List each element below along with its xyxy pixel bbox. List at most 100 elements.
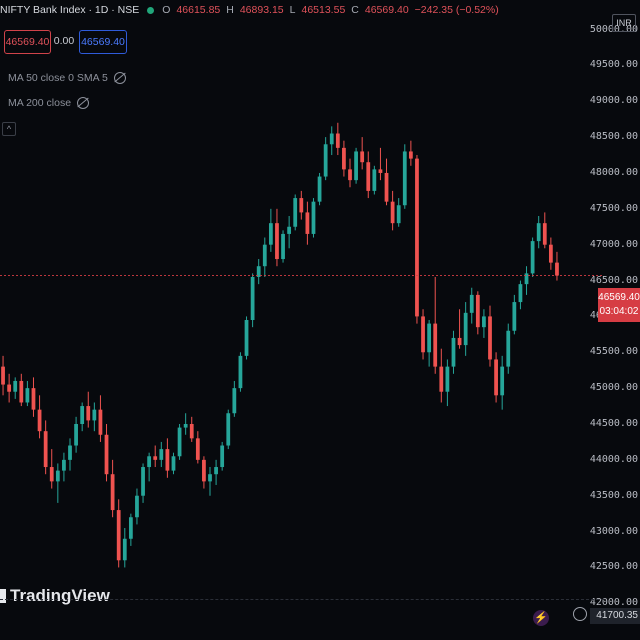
candle-body[interactable]	[122, 538, 127, 561]
candle-body[interactable]	[366, 162, 371, 191]
price-axis[interactable]: 50000.00 49500.00 49000.00 48500.00 48000.00…	[590, 0, 640, 640]
candle-body[interactable]	[311, 201, 316, 234]
candle-body[interactable]	[116, 510, 121, 561]
candle-body[interactable]	[86, 406, 91, 421]
candle-body[interactable]	[232, 388, 237, 414]
candle-body[interactable]	[159, 449, 164, 460]
candle-body[interactable]	[92, 409, 97, 421]
candle-body[interactable]	[555, 262, 559, 276]
buy-button[interactable]: 46569.40	[79, 30, 127, 54]
candle-body[interactable]	[408, 151, 413, 159]
candle-body[interactable]	[433, 323, 438, 367]
candle-body[interactable]	[421, 316, 425, 353]
candle-body[interactable]	[396, 205, 401, 224]
sell-button[interactable]: 46569.40	[4, 30, 51, 54]
candle-body[interactable]	[31, 388, 36, 410]
indicator-ma200[interactable]: MA 200 close	[8, 97, 90, 109]
candle-body[interactable]	[457, 337, 462, 346]
candle-body[interactable]	[427, 323, 432, 353]
candle-body[interactable]	[19, 380, 24, 403]
candle-body[interactable]	[542, 223, 547, 245]
candle-body[interactable]	[220, 445, 225, 468]
candle-body[interactable]	[494, 359, 498, 396]
candle-body[interactable]	[372, 169, 377, 191]
candle-body[interactable]	[62, 459, 66, 471]
candle-body[interactable]	[7, 384, 12, 392]
candle-body[interactable]	[335, 133, 340, 148]
candle-body[interactable]	[329, 133, 334, 145]
indicator-ma50[interactable]: MA 50 close 0 SMA 5	[8, 72, 126, 84]
candle-body[interactable]	[37, 409, 42, 432]
candle-body[interactable]	[74, 424, 78, 446]
candle-body[interactable]	[348, 169, 352, 181]
candle-body[interactable]	[451, 337, 456, 367]
candle-body[interactable]	[268, 223, 273, 245]
candle-body[interactable]	[238, 355, 243, 389]
candle-body[interactable]	[287, 226, 292, 234]
candle-body[interactable]	[445, 366, 450, 392]
candle-body[interactable]	[384, 172, 389, 202]
candle-body[interactable]	[463, 312, 468, 346]
candle-body[interactable]	[244, 320, 249, 356]
candle-body[interactable]	[402, 151, 407, 206]
candle-body[interactable]	[153, 456, 158, 460]
candle-body[interactable]	[195, 438, 200, 460]
candle-body[interactable]	[104, 434, 109, 475]
candle-body[interactable]	[512, 302, 517, 331]
candle-body[interactable]	[214, 467, 218, 475]
candle-body[interactable]	[524, 273, 529, 285]
candle-body[interactable]	[293, 198, 298, 227]
candle-body[interactable]	[469, 294, 474, 313]
candle-body[interactable]	[171, 456, 176, 471]
time-axis[interactable]	[0, 628, 604, 640]
candle-body[interactable]	[536, 223, 541, 242]
candle-body[interactable]	[183, 424, 188, 428]
candle-body[interactable]	[439, 366, 444, 392]
candle-body[interactable]	[390, 201, 395, 224]
candle-body[interactable]	[43, 431, 48, 468]
candle-body[interactable]	[98, 409, 103, 435]
candle-body[interactable]	[342, 147, 346, 170]
candle-body[interactable]	[68, 445, 72, 460]
candle-body[interactable]	[141, 467, 145, 496]
eye-hidden-icon[interactable]	[113, 72, 126, 84]
candle-body[interactable]	[323, 144, 328, 177]
candle-body[interactable]	[147, 456, 152, 468]
symbol-title[interactable]: NIFTY Bank Index · 1D · NSE	[0, 4, 140, 16]
candle-body[interactable]	[262, 244, 267, 267]
candle-body[interactable]	[275, 223, 279, 260]
candle-body[interactable]	[13, 380, 18, 392]
settings-gear-icon[interactable]	[573, 607, 587, 621]
candle-body[interactable]	[488, 316, 492, 360]
price-chart[interactable]	[0, 0, 604, 640]
candle-body[interactable]	[1, 366, 5, 385]
candle-body[interactable]	[317, 176, 322, 202]
candle-body[interactable]	[305, 212, 310, 234]
tradingview-logo[interactable]: TradingView	[0, 586, 110, 606]
candle-body[interactable]	[25, 388, 30, 403]
candle-body[interactable]	[165, 449, 170, 471]
collapse-legend-icon[interactable]: ^	[2, 122, 16, 136]
candle-body[interactable]	[49, 467, 54, 482]
candle-body[interactable]	[482, 316, 486, 328]
candle-body[interactable]	[226, 413, 231, 446]
currency-button[interactable]: INR	[612, 14, 636, 32]
candle-body[interactable]	[354, 151, 358, 181]
candle-body[interactable]	[518, 284, 523, 303]
eye-hidden-icon[interactable]	[77, 97, 90, 109]
candle-body[interactable]	[177, 427, 182, 457]
candle-body[interactable]	[360, 151, 365, 163]
candle-body[interactable]	[548, 244, 553, 263]
candle-body[interactable]	[110, 474, 115, 511]
candle-body[interactable]	[415, 158, 419, 317]
candle-body[interactable]	[189, 424, 194, 439]
candle-body[interactable]	[530, 241, 535, 274]
candle-body[interactable]	[475, 294, 480, 328]
candle-body[interactable]	[281, 233, 285, 260]
candle-body[interactable]	[500, 366, 505, 396]
candle-body[interactable]	[128, 517, 133, 539]
candle-body[interactable]	[55, 470, 60, 482]
lightning-icon[interactable]: ⚡	[533, 610, 549, 626]
candle-body[interactable]	[135, 495, 139, 518]
candle-body[interactable]	[256, 266, 261, 277]
